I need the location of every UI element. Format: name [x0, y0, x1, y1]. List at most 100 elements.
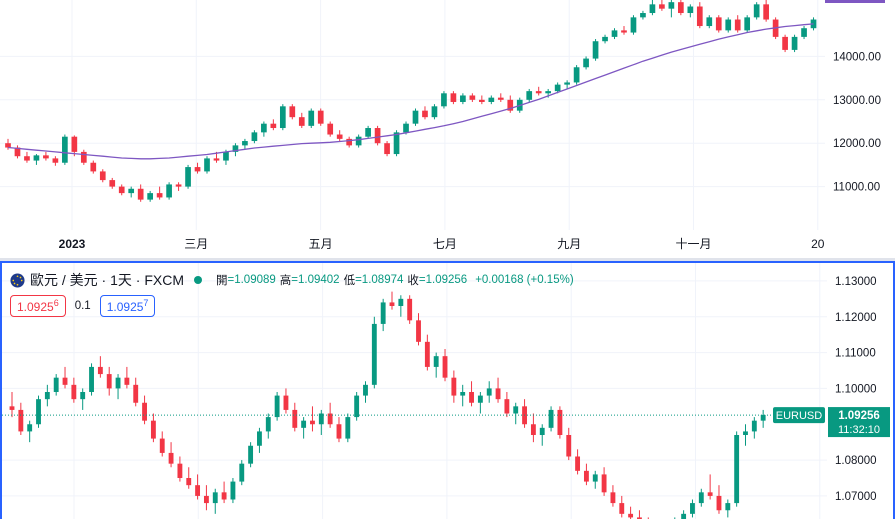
candle-body: [548, 409, 554, 428]
candle-body: [469, 95, 476, 100]
candle-body: [497, 97, 504, 100]
candle-body: [801, 28, 807, 37]
candle-body: [232, 145, 239, 152]
candle-body: [681, 513, 687, 519]
candle-body: [230, 481, 236, 500]
bottom-candles: [9, 291, 766, 519]
candle-body: [575, 456, 581, 471]
candle-body: [763, 4, 769, 20]
candle-body: [203, 495, 209, 504]
candle-body: [791, 36, 798, 50]
candle-body: [526, 91, 533, 100]
candle-body: [451, 377, 457, 396]
candle-body: [33, 155, 40, 161]
candle-body: [99, 171, 106, 181]
top-x-tick-label: 九月: [557, 237, 581, 251]
bottom-y-tick-label: 1.12000: [835, 312, 877, 324]
candle-body: [715, 17, 722, 31]
top-x-tick-label: 五月: [309, 237, 333, 251]
low-label: 低: [343, 275, 356, 287]
candle-body: [270, 123, 277, 129]
candle-body: [668, 2, 675, 9]
candle-body: [168, 452, 174, 464]
candle-body: [242, 141, 248, 146]
candle-body: [346, 138, 353, 146]
buy-price: 1.0925: [106, 300, 144, 314]
top-x-tick-label: 20: [811, 237, 825, 251]
open-value: =1.09089: [227, 274, 276, 286]
candle-body: [124, 377, 130, 385]
candle-body: [147, 193, 153, 200]
symbol-legend: 歐元 / 美元 · 1天 · FXCM 開 =1.09089 高 =1.09402 …: [10, 270, 574, 290]
candle-body: [27, 424, 33, 432]
candle-body: [486, 388, 492, 396]
pane-divider[interactable]: [0, 258, 895, 261]
candle-body: [261, 123, 267, 133]
candle-body: [782, 36, 788, 50]
candle-body: [583, 470, 589, 482]
top-x-axis[interactable]: 2023 三月 五月 七月 九月 十一月 20: [59, 237, 825, 251]
sell-button[interactable]: 1.09256: [10, 295, 66, 317]
bottom-y-tick-label: 1.13000: [835, 276, 877, 288]
candle-body: [621, 30, 627, 33]
candle-body: [725, 19, 732, 31]
candle-body: [223, 151, 229, 161]
symbol-title[interactable]: 歐元 / 美元 · 1天 · FXCM: [30, 272, 184, 288]
candle-body: [611, 30, 618, 37]
candle-body: [441, 93, 447, 107]
candle-body: [204, 158, 210, 172]
bottom-chart-canvas[interactable]: 1.13000 1.12000 1.11000 1.10000 1.08000 1.070…: [2, 263, 893, 519]
buy-button[interactable]: 1.09257: [99, 295, 156, 317]
candle-body: [128, 188, 135, 194]
candle-body: [450, 93, 457, 102]
candle-body: [186, 478, 192, 486]
candle-body: [71, 136, 78, 152]
candle-body: [566, 435, 572, 457]
top-y-axis[interactable]: 14000.00 13000.00 12000.00 11000.00: [833, 51, 881, 193]
symbol-tag-label: EURUSD: [776, 410, 823, 422]
top-chart-pane[interactable]: 14000.00 13000.00 12000.00 11000.00 2023 三月 五月…: [0, 0, 895, 258]
low-value: =1.08974: [355, 274, 404, 286]
candle-body: [407, 298, 413, 321]
candle-body: [175, 184, 182, 187]
candle-body: [213, 158, 220, 161]
candle-body: [690, 503, 695, 514]
last-price-tag: [828, 407, 890, 438]
candle-body: [469, 392, 474, 403]
candle-body: [734, 19, 741, 31]
spread-value: 0.1: [74, 300, 91, 312]
bar-countdown: 11:32:10: [838, 424, 880, 436]
candle-body: [706, 17, 713, 27]
top-chart-canvas[interactable]: 14000.00 13000.00 12000.00 11000.00 2023 三月 五月…: [0, 0, 895, 258]
candle-body: [239, 463, 245, 482]
candle-body: [507, 99, 514, 111]
top-y-tick-label: 12000.00: [833, 138, 881, 150]
candle-body: [265, 417, 271, 432]
top-x-tick-label: 三月: [184, 237, 208, 251]
top-x-tick-label: 2023: [59, 237, 86, 251]
candle-body: [289, 106, 296, 118]
bottom-chart-pane[interactable]: 1.13000 1.12000 1.11000 1.10000 1.08000 1.070…: [0, 261, 895, 519]
market-status-dot[interactable]: [194, 276, 202, 284]
candle-body: [354, 395, 360, 418]
candle-body: [279, 106, 286, 129]
top-y-tick-label: 14000.00: [833, 51, 881, 63]
candle-body: [365, 128, 371, 137]
candle-body: [442, 356, 448, 378]
top-y-tick-label: 13000.00: [833, 95, 881, 107]
candle-body: [52, 158, 59, 163]
candle-body: [292, 409, 298, 428]
candle-body: [298, 117, 305, 126]
candle-body: [89, 366, 94, 392]
candle-body: [659, 4, 665, 9]
ma-price-tag: [825, 0, 885, 3]
sell-price: 1.0925: [17, 300, 54, 314]
high-value: =1.09402: [291, 274, 340, 286]
bottom-y-axis[interactable]: 1.13000 1.12000 1.11000 1.10000 1.08000 1.070…: [835, 276, 877, 503]
candle-body: [725, 503, 731, 511]
candle-body: [545, 91, 552, 94]
candle-body: [393, 132, 400, 155]
candle-body: [185, 167, 191, 187]
candle-body: [610, 492, 616, 504]
candle-body: [150, 420, 156, 439]
